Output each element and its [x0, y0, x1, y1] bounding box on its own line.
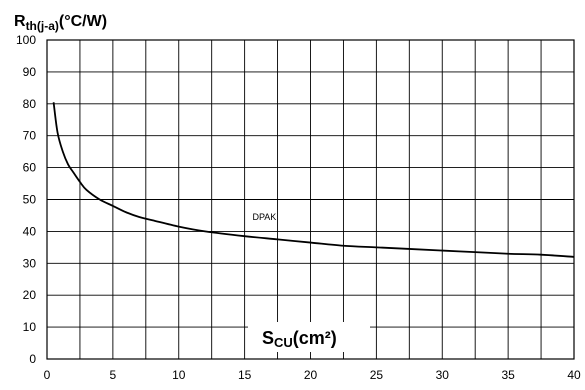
y-tick-label: 60: [23, 161, 37, 175]
grid: [46, 39, 575, 360]
y-axis-title-sub: th(j-a): [26, 19, 59, 33]
y-tick-label: 10: [23, 320, 37, 334]
y-axis-title-unit: (°C/W): [59, 13, 107, 30]
y-tick-label: 80: [23, 97, 37, 111]
y-tick-label: 100: [16, 33, 36, 47]
x-tick-label: 40: [567, 368, 581, 382]
x-tick-label: 10: [172, 368, 186, 382]
y-tick-label: 40: [23, 224, 37, 238]
y-tick-label: 30: [23, 256, 37, 270]
y-tick-label: 50: [23, 193, 37, 207]
x-axis-title-sub: CU: [274, 335, 293, 350]
y-tick-label: 0: [29, 352, 36, 366]
series-annotation-dpak: DPAK: [252, 212, 276, 222]
x-axis-title-main: S: [262, 328, 274, 348]
x-axis-title: SCU(cm²): [262, 328, 337, 350]
y-axis-title-main: R: [14, 13, 26, 30]
x-tick-label: 5: [110, 368, 117, 382]
x-tick-label: 15: [238, 368, 252, 382]
x-tick-label: 35: [501, 368, 515, 382]
x-tick-labels: 0 5 10 15 20 25 30 35 40: [44, 368, 581, 382]
x-tick-label: 20: [304, 368, 318, 382]
y-tick-label: 90: [23, 65, 37, 79]
y-tick-label: 20: [23, 288, 37, 302]
y-tick-label: 70: [23, 129, 37, 143]
plot-frame: [46, 39, 575, 360]
series-line-dpak: [52, 102, 575, 258]
x-tick-label: 0: [44, 368, 51, 382]
x-tick-label: 25: [370, 368, 384, 382]
y-axis-title: Rth(j-a)(°C/W): [14, 13, 107, 33]
x-tick-label: 30: [436, 368, 450, 382]
y-tick-labels: 0 10 20 30 40 50 60 70 80 90 100: [16, 33, 36, 366]
x-axis-title-background: [248, 322, 370, 352]
x-axis-title-unit: (cm²): [293, 328, 337, 348]
